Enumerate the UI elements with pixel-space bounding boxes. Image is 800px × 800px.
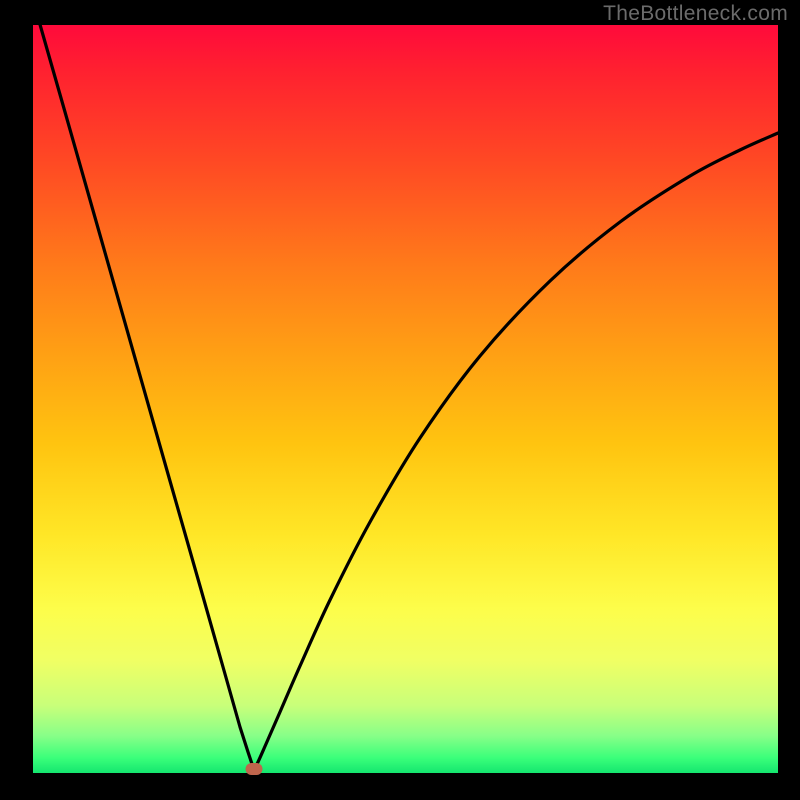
watermark-text: TheBottleneck.com (603, 2, 788, 26)
optimum-marker (246, 763, 263, 775)
bottleneck-curve (0, 0, 800, 800)
